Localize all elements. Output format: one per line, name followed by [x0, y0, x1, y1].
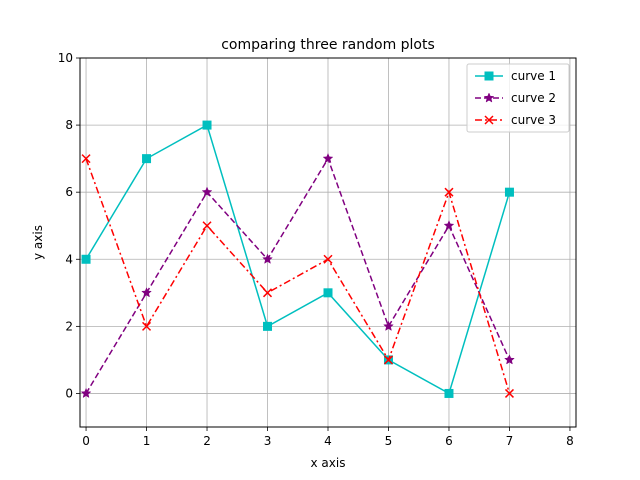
data-point-square: [202, 120, 212, 130]
data-point-star: [383, 320, 394, 331]
data-point-square: [263, 321, 273, 331]
data-point-x: [323, 254, 333, 264]
data-point-x: [142, 321, 152, 331]
data-point-star: [141, 287, 152, 298]
legend-label: curve 3: [511, 113, 556, 127]
legend-marker: [484, 71, 494, 81]
data-point-star: [201, 186, 213, 197]
chart-title: comparing three random plots: [221, 37, 435, 53]
y-tick-label: 6: [65, 185, 73, 199]
x-tick-label: 5: [385, 434, 393, 448]
data-point-square: [142, 154, 152, 164]
legend-marker: [483, 92, 495, 103]
legend-item: curve 2: [475, 91, 556, 105]
data-point-star: [504, 354, 515, 365]
legend-box: [466, 63, 570, 133]
x-axis-label: x axis: [311, 456, 346, 470]
y-tick-label: 0: [65, 386, 73, 400]
data-point-square: [323, 288, 333, 298]
y-axis-label: y axis: [31, 225, 45, 260]
x-tick-label: 6: [445, 434, 453, 448]
axis-ticks: 0 1 2 3 4 5 6 7 8 0 2 4 6 8 10: [58, 51, 574, 448]
legend-marker: [484, 115, 494, 125]
y-tick-label: 2: [65, 319, 73, 333]
series-curve-3: [81, 154, 514, 398]
y-tick-label: 10: [58, 51, 73, 65]
series-layer: [80, 120, 515, 399]
series-line: [85, 158, 511, 394]
data-point-x: [444, 187, 454, 197]
data-point-square: [444, 388, 454, 398]
data-point-x: [504, 388, 514, 398]
x-tick-label: 8: [566, 434, 574, 448]
x-tick-label: 1: [143, 434, 151, 448]
data-point-x: [383, 355, 394, 365]
y-tick-label: 8: [65, 118, 73, 132]
data-point-x: [202, 221, 212, 231]
y-tick-label: 4: [65, 252, 73, 266]
data-point-star: [80, 387, 92, 399]
data-point-star: [443, 220, 455, 231]
series-line: [85, 123, 511, 395]
data-point-square: [504, 187, 514, 197]
legend-label: curve 1: [511, 69, 556, 83]
x-tick-label: 3: [264, 434, 272, 448]
legend: curve 1 curve 2 curve 3: [466, 63, 570, 133]
x-tick-label: 4: [324, 434, 332, 448]
data-point-x: [262, 288, 273, 298]
data-point-square: [81, 254, 91, 264]
legend-label: curve 2: [511, 91, 556, 105]
legend-item: curve 3: [475, 113, 556, 127]
series-curve-2: [80, 152, 515, 399]
data-point-star: [322, 152, 334, 164]
data-point-x: [81, 154, 91, 164]
data-point-star: [262, 253, 273, 264]
series-line: [85, 156, 511, 394]
legend-item: curve 1: [475, 69, 556, 83]
x-tick-label: 0: [82, 434, 90, 448]
x-tick-label: 7: [506, 434, 514, 448]
x-tick-label: 2: [203, 434, 211, 448]
